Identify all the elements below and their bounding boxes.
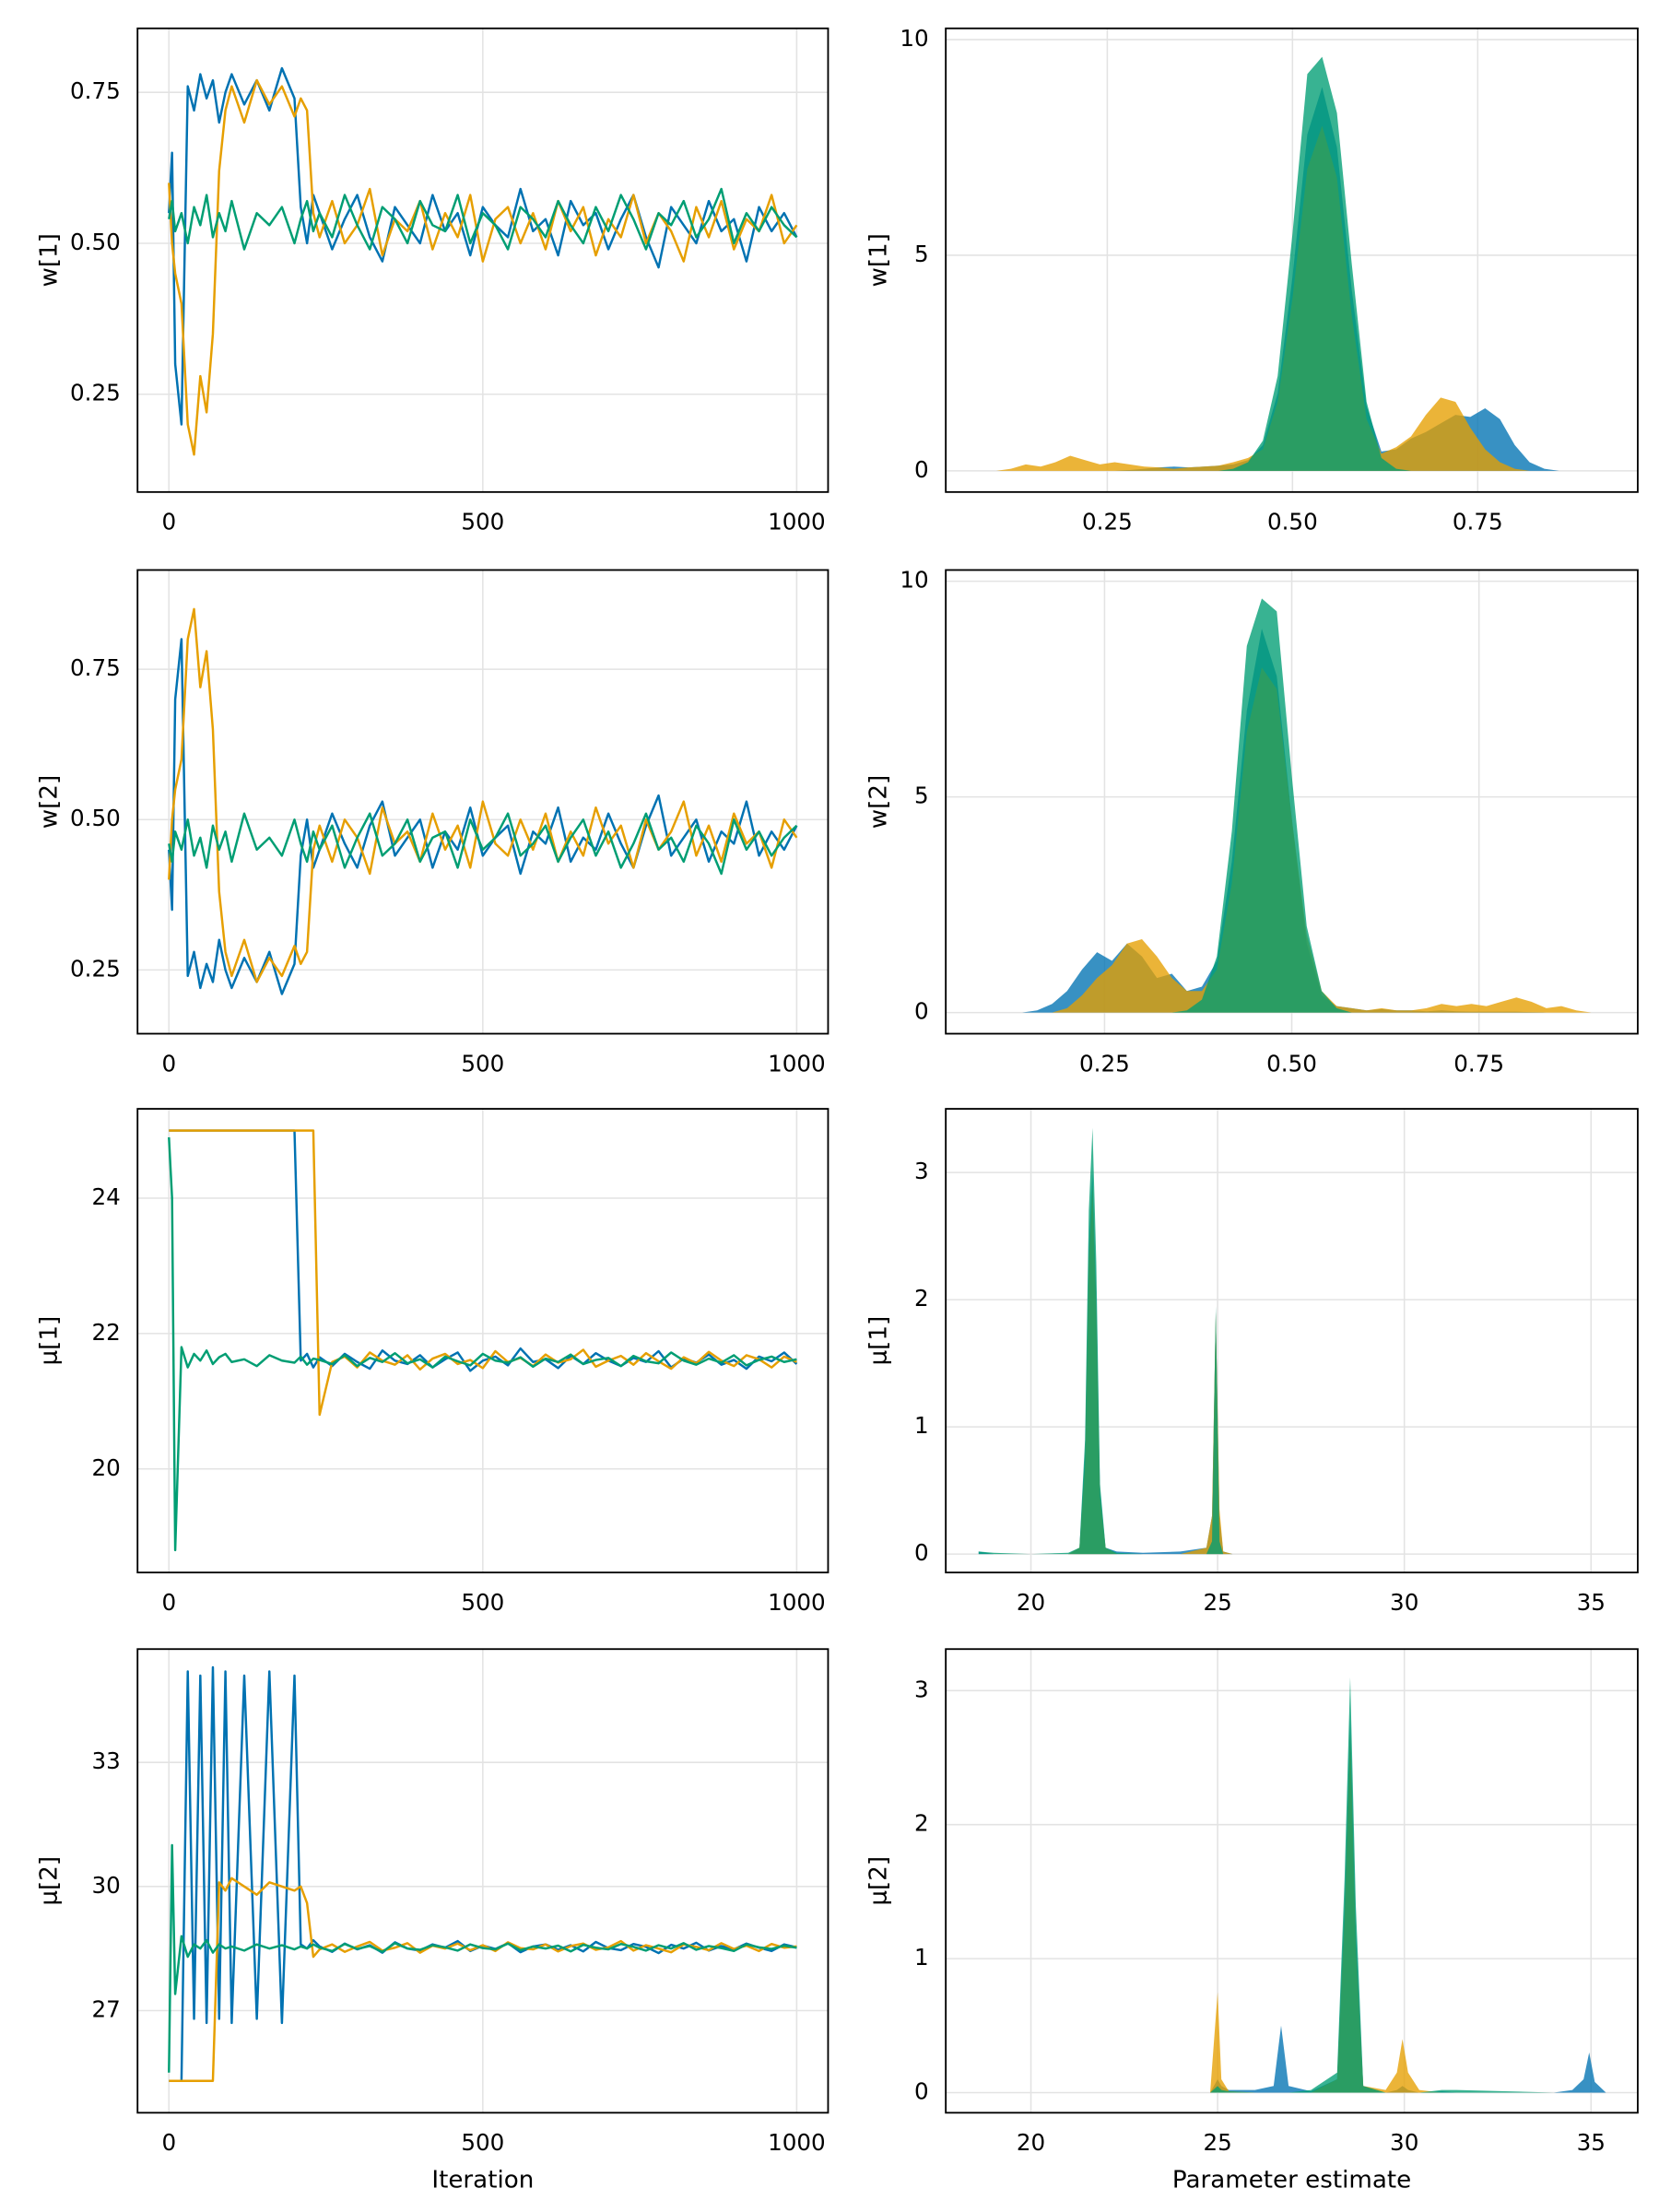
x-tick-label: 0 <box>161 2129 176 2156</box>
x-tick-label: 0 <box>161 1050 176 1077</box>
x-axis-label: Parameter estimate <box>1172 2167 1411 2194</box>
y-axis-label: μ[2] <box>865 1856 892 1906</box>
y-tick-label: 0 <box>914 456 929 483</box>
y-tick-label: 30 <box>91 1872 120 1899</box>
density-area <box>1210 1677 1606 2093</box>
density-area <box>1210 1730 1606 2093</box>
y-tick-label: 1 <box>914 1412 929 1439</box>
y-tick-label: 5 <box>914 782 929 809</box>
y-tick-label: 0.50 <box>70 805 121 831</box>
y-tick-label: 1 <box>914 1944 929 1971</box>
y-axis-label: w[2] <box>865 775 892 829</box>
x-tick-label: 0 <box>161 509 176 535</box>
y-tick-label: 22 <box>91 1319 120 1346</box>
x-tick-label: 500 <box>461 1050 504 1077</box>
y-tick-label: 0 <box>914 2077 929 2104</box>
x-tick-label: 0.75 <box>1453 1050 1504 1077</box>
x-tick-label: 500 <box>461 1589 504 1616</box>
density-area <box>995 56 1559 471</box>
plot-frame <box>136 27 830 493</box>
x-tick-label: 30 <box>1390 2129 1418 2156</box>
x-tick-label: 1000 <box>768 1050 826 1077</box>
x-tick-label: 25 <box>1203 2129 1231 2156</box>
x-tick-label: 0.25 <box>1079 1050 1130 1077</box>
y-axis-label: w[1] <box>865 233 892 287</box>
plot-frame <box>136 1648 830 2114</box>
x-tick-label: 0.25 <box>1082 509 1133 535</box>
x-tick-label: 500 <box>461 2129 504 2156</box>
y-tick-label: 20 <box>91 1454 120 1481</box>
y-tick-label: 10 <box>900 25 928 52</box>
trace-line <box>169 1129 797 1417</box>
density-area <box>1022 629 1592 1013</box>
y-axis-label: w[1] <box>35 233 63 287</box>
plot-frame <box>945 569 1639 1035</box>
x-tick-label: 0 <box>161 1589 176 1616</box>
density-area <box>1210 1717 1606 2093</box>
trace-line <box>168 638 798 995</box>
y-tick-label: 2 <box>914 1810 929 1837</box>
x-tick-label: 20 <box>1017 1589 1045 1616</box>
y-tick-label: 3 <box>914 1158 929 1184</box>
y-axis-label: μ[1] <box>35 1316 63 1366</box>
trace-line <box>168 66 798 426</box>
plot-frame <box>945 1108 1639 1574</box>
trace-line <box>168 607 798 983</box>
density-area <box>978 1127 1255 1555</box>
x-tick-label: 1000 <box>768 2129 826 2156</box>
trace-line <box>168 812 798 876</box>
density-area <box>1022 598 1592 1013</box>
x-tick-label: 0.50 <box>1267 509 1318 535</box>
trace-line <box>168 78 798 456</box>
x-tick-label: 30 <box>1390 1589 1418 1616</box>
x-axis-label: Iteration <box>431 2167 534 2194</box>
y-tick-label: 0.25 <box>70 955 121 982</box>
plot-frame <box>136 569 830 1035</box>
trace-line <box>168 1136 797 1552</box>
x-tick-label: 0.50 <box>1266 1050 1317 1077</box>
plot-frame <box>945 27 1639 493</box>
x-tick-label: 25 <box>1203 1589 1231 1616</box>
y-tick-label: 0 <box>914 998 929 1025</box>
y-tick-label: 0 <box>914 1539 929 1566</box>
x-tick-label: 1000 <box>768 1589 826 1616</box>
x-tick-label: 500 <box>461 509 504 535</box>
trace-line <box>168 187 798 251</box>
y-tick-label: 0.75 <box>70 654 121 681</box>
y-tick-label: 10 <box>900 567 928 594</box>
trace-line <box>168 1843 797 2073</box>
y-tick-label: 24 <box>91 1183 120 1210</box>
x-tick-label: 35 <box>1577 1589 1606 1616</box>
x-tick-label: 20 <box>1017 2129 1045 2156</box>
y-tick-label: 0.25 <box>70 380 121 406</box>
y-tick-label: 33 <box>91 1747 120 1774</box>
x-tick-label: 0.75 <box>1453 509 1503 535</box>
y-axis-label: w[2] <box>35 775 63 829</box>
y-tick-label: 27 <box>91 1995 120 2022</box>
plot-frame <box>945 1648 1639 2114</box>
y-tick-label: 5 <box>914 241 929 267</box>
y-tick-label: 3 <box>914 1676 929 1702</box>
y-axis-label: μ[2] <box>35 1856 63 1906</box>
y-tick-label: 0.75 <box>70 77 121 104</box>
plot-frame <box>136 1108 830 1574</box>
x-tick-label: 1000 <box>768 509 826 535</box>
y-tick-label: 0.50 <box>70 229 121 255</box>
y-tick-label: 2 <box>914 1285 929 1312</box>
x-tick-label: 35 <box>1577 2129 1606 2156</box>
y-axis-label: μ[1] <box>865 1316 892 1366</box>
